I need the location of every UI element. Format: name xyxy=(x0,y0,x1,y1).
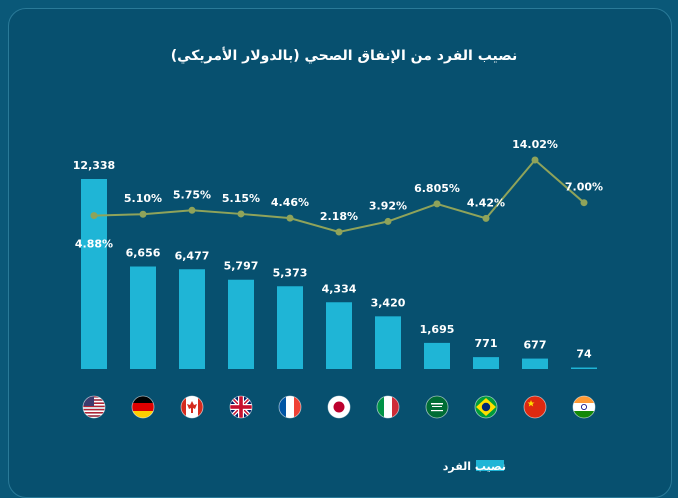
line-point xyxy=(237,210,245,218)
india-flag-icon xyxy=(572,395,596,419)
legend-swatch xyxy=(476,460,504,471)
japan-flag-icon xyxy=(327,395,351,419)
line-point-label: 4.88% xyxy=(75,238,113,251)
line-point xyxy=(384,217,392,225)
france-flag-icon xyxy=(278,395,302,419)
line-point xyxy=(188,206,196,214)
bar-value-label: 677 xyxy=(524,339,547,352)
line-point xyxy=(139,210,147,218)
uk-flag-icon xyxy=(229,395,253,419)
legend-label: نصيب الفرد xyxy=(443,460,506,473)
bar xyxy=(277,286,303,369)
line-point xyxy=(335,228,343,236)
canada-flag-icon xyxy=(180,395,204,419)
bars-group: 12,338 6,656 6,477 5,797 5,373 4,334 3,420 1,69… xyxy=(73,159,597,369)
line-point-label: 6.805% xyxy=(414,182,460,195)
line-point-label: 5.10% xyxy=(124,192,162,205)
bar xyxy=(130,266,156,369)
line-point xyxy=(580,199,588,207)
bar-value-label: 771 xyxy=(475,337,498,350)
line-point-label: 4.46% xyxy=(271,196,309,209)
bar xyxy=(473,357,499,369)
bar-value-label: 5,373 xyxy=(273,266,308,279)
legend: نصيب الفرد xyxy=(443,460,506,473)
line-group: 4.88% 5.10% 5.75% 5.15% 4.46% 2.18% 3.92% 6.805… xyxy=(75,138,603,251)
bar xyxy=(571,367,597,369)
bar xyxy=(326,302,352,369)
line-point xyxy=(433,200,441,208)
line-point-label: 7.00% xyxy=(565,181,603,194)
saudi-arabia-flag-icon xyxy=(425,395,449,419)
line-point-label: 5.15% xyxy=(222,192,260,205)
line-point-label: 3.92% xyxy=(369,199,407,212)
flags-group xyxy=(82,395,596,419)
bar-value-label: 6,477 xyxy=(175,249,210,262)
bar xyxy=(522,358,548,369)
line-point-label: 4.42% xyxy=(467,196,505,209)
bar xyxy=(81,179,107,369)
brazil-flag-icon xyxy=(474,395,498,419)
bar-value-label: 74 xyxy=(576,348,592,361)
chart-title: نصيب الفرد من الإنفاق الصحي (بالدولار ال… xyxy=(171,47,518,64)
bar-value-label: 4,334 xyxy=(322,282,357,295)
line-point-label: 2.18% xyxy=(320,210,358,223)
bar-value-label: 6,656 xyxy=(126,247,161,260)
china-flag-icon xyxy=(523,395,547,419)
bar xyxy=(228,279,254,369)
us-flag-icon xyxy=(82,395,106,419)
bar xyxy=(179,269,205,369)
bar xyxy=(424,342,450,369)
line-point-label: 5.75% xyxy=(173,188,211,201)
line-point xyxy=(531,156,539,164)
bar-value-label: 1,695 xyxy=(420,323,455,336)
germany-flag-icon xyxy=(131,395,155,419)
bar-value-label: 3,420 xyxy=(371,296,406,309)
bar-value-label: 5,797 xyxy=(224,260,259,273)
line-point xyxy=(286,214,294,222)
bar xyxy=(375,316,401,369)
italy-flag-icon xyxy=(376,395,400,419)
bar-value-label: 12,338 xyxy=(73,159,115,172)
line-point xyxy=(482,214,490,222)
line-point xyxy=(90,212,98,220)
line-point-label: 14.02% xyxy=(512,138,558,151)
